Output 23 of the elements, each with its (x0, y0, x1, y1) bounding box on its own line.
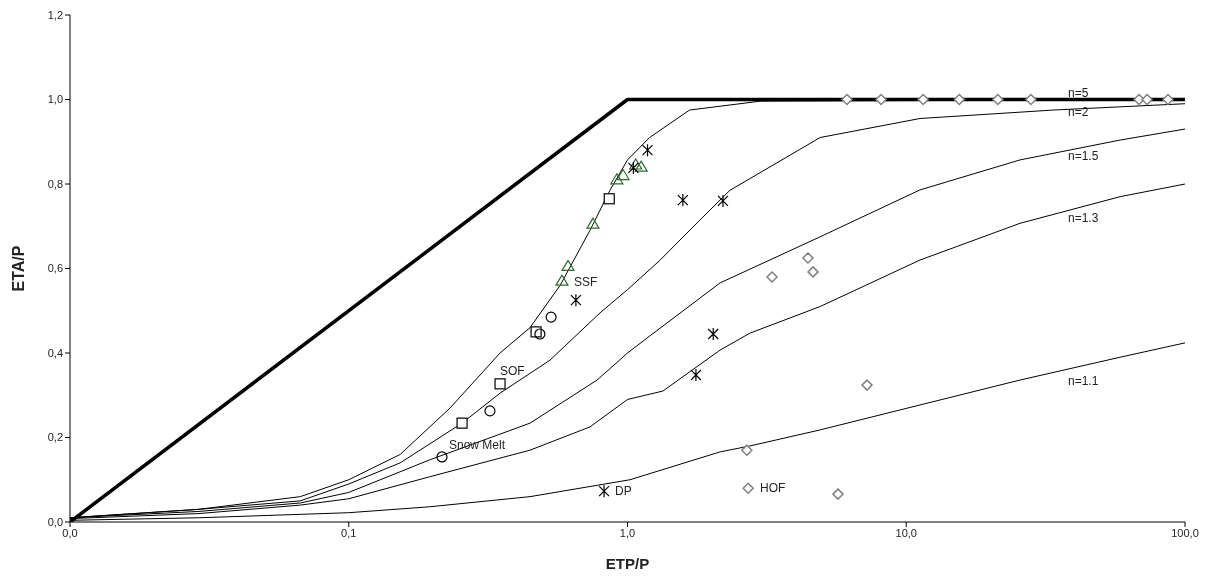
series-label: n=1.3 (1068, 211, 1099, 225)
annotation: SSF (574, 275, 598, 289)
x-tick-label: 0,0 (62, 526, 78, 539)
y-tick-label: 0,0 (47, 515, 63, 528)
y-tick-label: 0,2 (47, 431, 63, 444)
annotation: SOF (500, 364, 525, 378)
y-axis-title: ETA/P (9, 245, 27, 292)
y-tick-label: 0,4 (47, 346, 63, 359)
annotation: HOF (760, 481, 786, 495)
series-label: n=1.1 (1068, 374, 1099, 388)
x-tick-label: 10,0 (895, 526, 917, 539)
x-tick-label: 0,1 (341, 526, 357, 539)
series-label: n=2 (1068, 105, 1089, 119)
annotation: DP (615, 484, 632, 498)
x-tick-label: 1,0 (619, 526, 636, 539)
y-tick-label: 0,6 (47, 262, 63, 275)
series-label: n=1.5 (1068, 149, 1099, 163)
y-tick-label: 1,0 (47, 93, 63, 106)
y-tick-label: 1,2 (47, 8, 63, 21)
y-tick-label: 0,8 (47, 177, 63, 190)
x-tick-label: 100,0 (1171, 526, 1199, 539)
series-label: n=5 (1068, 86, 1089, 100)
x-axis-title: ETP/P (605, 555, 650, 572)
